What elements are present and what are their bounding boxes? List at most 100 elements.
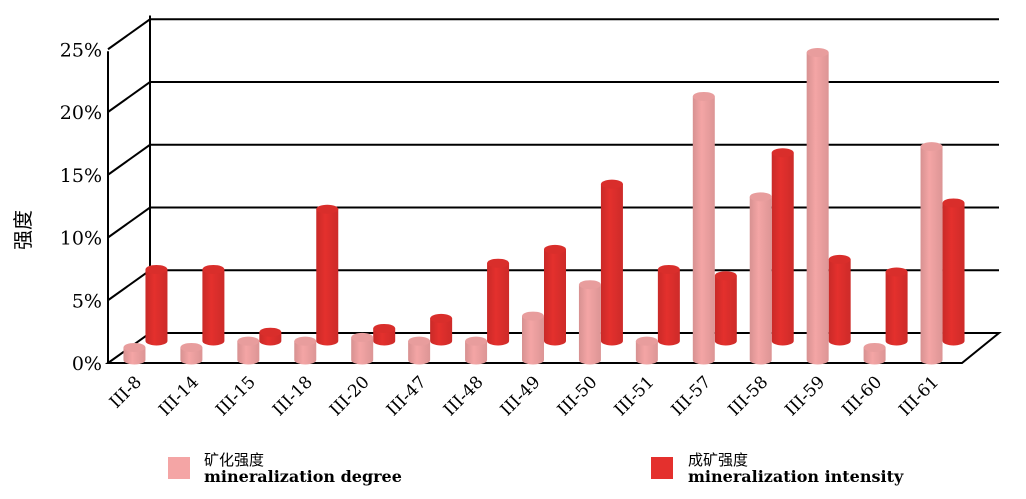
- bar-top: [692, 91, 715, 101]
- y-tick-label: 10%: [60, 228, 102, 250]
- bar-top: [828, 254, 851, 264]
- bar-top: [749, 192, 772, 202]
- x-tick-label: III-50: [554, 372, 602, 420]
- bar-top: [544, 244, 566, 254]
- bar-top: [578, 280, 601, 290]
- bar-mineralization-intensity: [430, 313, 453, 346]
- bar-body: [123, 347, 146, 365]
- y-tick-label: 0%: [72, 353, 102, 375]
- bar-top: [373, 323, 396, 333]
- bar-mineralization-degree: [863, 342, 886, 365]
- bar-mineralization-degree: [465, 336, 488, 365]
- bar-top: [237, 336, 260, 346]
- y-tick-label: 5%: [72, 290, 102, 312]
- bar-mineralization-degree: [123, 342, 146, 365]
- legend: 矿化强度 mineralization degree 成矿强度 minerali…: [168, 451, 904, 486]
- bar-mineralization-degree: [692, 91, 715, 365]
- bar-body: [600, 184, 623, 346]
- bar-body: [316, 209, 339, 346]
- bar-mineralization-intensity: [828, 254, 851, 346]
- gridline: [107, 18, 999, 51]
- bar-body: [373, 328, 396, 346]
- y-tick-labels: 0% 5% 10% 15% 20% 25%: [60, 39, 102, 375]
- back-wall: [107, 15, 151, 363]
- bars: [123, 48, 965, 365]
- bar-mineralization-intensity: [316, 204, 339, 346]
- y-tick-label: 15%: [60, 165, 102, 187]
- bar-top: [885, 267, 908, 277]
- bar-body: [806, 52, 829, 365]
- legend-label-degree-en: mineralization degree: [204, 467, 402, 486]
- bar-mineralization-degree: [806, 48, 829, 365]
- bar-mineralization-degree: [180, 342, 203, 365]
- bar-body: [863, 347, 886, 365]
- bar-mineralization-intensity: [714, 271, 737, 346]
- gridline: [107, 206, 999, 239]
- bar-top: [635, 336, 658, 346]
- x-tick-label: III-51: [611, 372, 659, 420]
- bar-mineralization-degree: [578, 280, 601, 365]
- bar-body: [657, 269, 680, 346]
- bar-body: [714, 275, 737, 346]
- bar-top: [123, 342, 146, 352]
- bar-mineralization-intensity: [487, 258, 510, 346]
- bar-mineralization-degree: [635, 336, 658, 365]
- bar-body: [771, 152, 794, 346]
- x-tick-label: III-18: [269, 372, 317, 420]
- bar-mineralization-intensity: [373, 323, 396, 346]
- gridline: [107, 81, 999, 113]
- bar-top: [465, 336, 488, 346]
- bar-body: [430, 318, 453, 346]
- bar-body: [635, 341, 658, 365]
- x-tick-label: III-14: [155, 372, 203, 420]
- bar-top: [806, 48, 829, 58]
- legend-swatch-degree: [168, 457, 190, 479]
- bar-mineralization-intensity: [259, 327, 282, 346]
- x-tick-label: III-47: [383, 372, 431, 420]
- bar-body: [942, 202, 965, 346]
- bar-mineralization-degree: [522, 311, 544, 365]
- bar-body: [202, 269, 225, 346]
- bar-body: [351, 337, 374, 365]
- bar-body: [920, 146, 943, 365]
- x-tick-label: III-58: [725, 372, 773, 420]
- bar-top: [657, 264, 680, 274]
- bar-mineralization-degree: [294, 336, 317, 365]
- y-tick-label: 20%: [60, 102, 102, 124]
- bar-top: [316, 204, 339, 214]
- x-tick-label: III-49: [497, 372, 545, 420]
- bar-top: [294, 336, 317, 346]
- bar-top: [942, 198, 965, 208]
- bar-mineralization-intensity: [657, 264, 680, 346]
- bar-body: [237, 341, 260, 365]
- bar-body: [885, 271, 908, 346]
- x-tick-label: III-20: [326, 372, 374, 420]
- x-tick-labels: III-8 III-14 III-15 III-18 III-20 III-47 III-4…: [106, 372, 943, 420]
- bar-mineralization-degree: [749, 192, 772, 365]
- bar-top: [920, 142, 943, 152]
- bar-top: [145, 264, 168, 274]
- x-tick-label: III-48: [440, 372, 488, 420]
- bar-top: [180, 342, 203, 352]
- bar-body: [180, 347, 203, 365]
- bar-mineralization-intensity: [942, 198, 965, 346]
- x-tick-label: III-57: [668, 372, 716, 420]
- legend-swatch-intensity: [651, 457, 673, 479]
- bar-mineralization-intensity: [600, 179, 623, 346]
- bar-top: [202, 264, 225, 274]
- legend-label-intensity-cn: 成矿强度: [688, 451, 748, 469]
- bar-top: [259, 327, 282, 337]
- bar-mineralization-intensity: [544, 244, 566, 346]
- x-tick-label: III-60: [838, 372, 886, 420]
- gridline: [107, 143, 999, 176]
- y-tick-label: 25%: [60, 39, 102, 61]
- bar-mineralization-degree: [920, 142, 943, 365]
- bar-body: [749, 196, 772, 365]
- bar-body: [522, 316, 544, 365]
- bar-mineralization-degree: [351, 332, 374, 365]
- bar-mineralization-intensity: [145, 264, 168, 346]
- legend-label-degree-cn: 矿化强度: [204, 451, 264, 469]
- bar-top: [408, 336, 431, 346]
- bar-mineralization-intensity: [202, 264, 225, 346]
